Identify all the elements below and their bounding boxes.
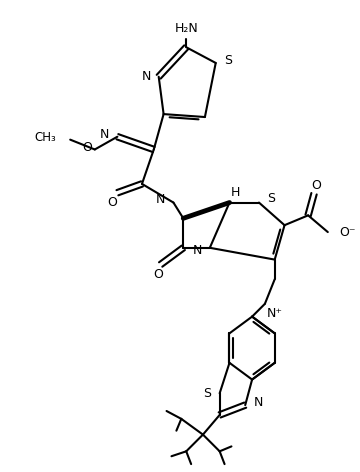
Text: H: H bbox=[231, 186, 240, 199]
Text: H₂N: H₂N bbox=[174, 22, 198, 35]
Text: O: O bbox=[82, 141, 92, 154]
Text: N: N bbox=[193, 244, 202, 257]
Text: CH₃: CH₃ bbox=[35, 131, 57, 144]
Text: O: O bbox=[153, 268, 163, 281]
Text: N⁺: N⁺ bbox=[267, 307, 283, 320]
Text: S: S bbox=[225, 54, 233, 67]
Text: S: S bbox=[267, 192, 275, 205]
Text: N: N bbox=[254, 396, 264, 409]
Text: S: S bbox=[203, 387, 211, 400]
Text: O: O bbox=[108, 196, 117, 209]
Text: O: O bbox=[311, 179, 321, 193]
Text: N: N bbox=[141, 70, 151, 83]
Text: O⁻: O⁻ bbox=[339, 226, 356, 238]
Text: N: N bbox=[100, 128, 109, 141]
Text: N: N bbox=[156, 193, 166, 206]
